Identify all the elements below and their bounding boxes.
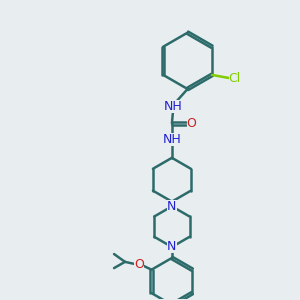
Text: Cl: Cl [229, 71, 241, 85]
Text: O: O [187, 117, 196, 130]
Text: N: N [167, 241, 177, 254]
Text: NH: NH [164, 100, 183, 113]
Text: O: O [134, 259, 144, 272]
Text: NH: NH [163, 133, 181, 146]
Text: N: N [167, 200, 177, 213]
